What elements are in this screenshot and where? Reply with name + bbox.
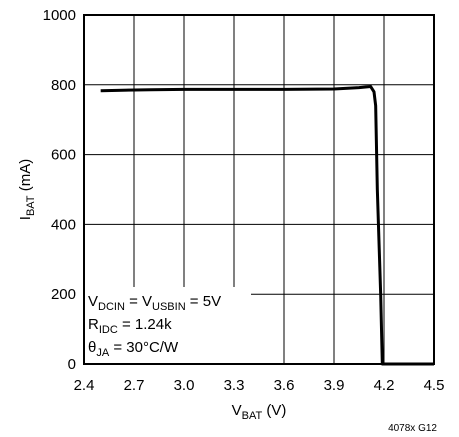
x-tick-label: 2.7 [124, 377, 145, 394]
x-tick-label: 2.4 [74, 377, 95, 394]
x-tick-labels: 2.4 2.7 3.0 3.3 3.6 3.9 4.2 4.5 [74, 377, 445, 394]
y-tick-label: 200 [51, 286, 76, 303]
y-tick-labels: 0 200 400 600 800 1000 [43, 7, 76, 373]
y-tick-label: 800 [51, 77, 76, 94]
x-tick-label: 3.6 [274, 377, 295, 394]
x-tick-label: 4.5 [424, 377, 445, 394]
x-axis-label: VBAT (V) [232, 402, 287, 422]
x-axis-title: VBAT (V) [232, 402, 287, 422]
y-axis-label: IBAT (mA) [17, 159, 37, 220]
plot-frame [83, 14, 435, 365]
y-axis-title: IBAT (mA) [17, 159, 37, 220]
x-tick-label: 4.2 [374, 377, 395, 394]
figure-id: 4078x G12 [388, 423, 437, 434]
y-tick-label: 600 [51, 147, 76, 164]
y-tick-label: 400 [51, 216, 76, 233]
annotation-line: RIDC = 1.24k [88, 316, 172, 336]
x-tick-label: 3.3 [224, 377, 245, 394]
y-tick-label: 1000 [43, 7, 76, 24]
x-tick-label: 3.0 [174, 377, 195, 394]
y-tick-label: 0 [68, 356, 76, 373]
annotation-line: θJA = 30°C/W [88, 339, 179, 359]
annotation-line: VDCIN = VUSBIN = 5V [88, 293, 221, 313]
annotation-background [85, 287, 251, 363]
x-tick-label: 3.9 [324, 377, 345, 394]
annotation-box: VDCIN = VUSBIN = 5V RIDC = 1.24k θJA = 30°… [85, 287, 251, 363]
